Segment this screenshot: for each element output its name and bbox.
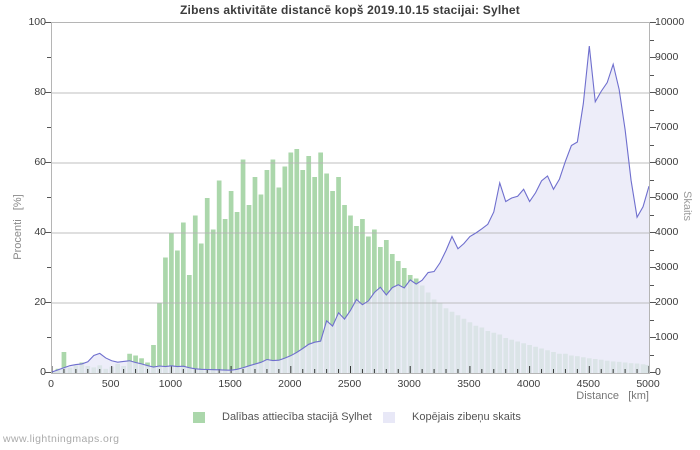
chart-title: Zibens aktivitāte distancē kopš 2019.10.…: [180, 3, 520, 17]
y-left-tick-label: 100: [28, 16, 46, 28]
axis-tick-mark: [650, 92, 656, 93]
y-left-tick-label: 20: [34, 296, 46, 308]
axis-tick-mark: [650, 179, 654, 181]
y-left-tick-label: 60: [34, 156, 46, 168]
legend-item-total-count: Kopējais zibeņu skaits: [383, 411, 521, 423]
axis-tick-mark: [650, 74, 654, 76]
watermark-credit: www.lightningmaps.org: [3, 433, 120, 445]
x-axis-title: Distance [km]: [576, 390, 649, 402]
legend: Dalības attiecība stacijā Sylhet Kopējai…: [0, 410, 700, 426]
y-right-tick-label: 4000: [655, 226, 679, 238]
x-tick-label: 1000: [158, 378, 183, 390]
y-right-tick-label: 1000: [655, 331, 679, 343]
axis-tick-mark: [45, 92, 51, 93]
axis-tick-mark: [45, 232, 51, 233]
axis-tick-mark: [650, 267, 656, 268]
lavender-area-swatch: [383, 411, 395, 423]
axis-tick-mark: [650, 109, 654, 111]
axis-tick-mark: [650, 249, 654, 251]
axis-tick-mark: [47, 197, 51, 198]
axis-tick-mark: [650, 57, 656, 58]
axis-tick-mark: [650, 232, 656, 233]
axis-tick-mark: [650, 22, 656, 23]
y-left-tick-label: 0: [40, 366, 46, 378]
axis-tick-mark: [650, 127, 656, 128]
y-right-tick-label: 10000: [655, 16, 685, 28]
y-right-tick-label: 0: [655, 366, 661, 378]
y-right-tick-label: 2000: [655, 296, 679, 308]
x-tick-label: 3500: [457, 378, 481, 390]
axis-tick-mark: [650, 302, 656, 303]
axis-tick-mark: [650, 144, 654, 146]
axis-tick-mark: [47, 267, 51, 268]
axis-tick-mark: [650, 354, 654, 356]
y-right-tick-label: 6000: [655, 156, 679, 168]
axis-tick-mark: [47, 337, 51, 338]
y-right-tick-label: 5000: [655, 191, 679, 203]
y-right-tick-label: 7000: [655, 121, 679, 133]
axis-tick-mark: [650, 284, 654, 286]
x-tick-label: 4000: [516, 378, 541, 390]
x-tick-label: 4500: [576, 378, 600, 390]
axis-tick-mark: [650, 372, 656, 373]
axis-tick-mark: [45, 162, 51, 163]
green-bar-swatch: [193, 411, 205, 423]
x-tick-label: 3000: [397, 378, 421, 390]
axis-tick-mark: [45, 302, 51, 303]
axis-tick-mark: [47, 57, 51, 58]
axis-tick-mark: [650, 337, 656, 338]
legend-label-total-count: Kopējais zibeņu skaits: [412, 411, 521, 423]
y-right-tick-label: 3000: [655, 261, 679, 273]
y-right-tick-label: 9000: [655, 51, 679, 63]
axis-tick-mark: [45, 22, 51, 23]
y-left-tick-label: 80: [34, 86, 46, 98]
x-tick-label: 0: [48, 378, 54, 390]
axis-tick-mark: [650, 197, 656, 198]
axis-tick-mark: [45, 372, 51, 373]
x-tick-label: 2500: [337, 378, 362, 390]
x-tick-label: 2000: [278, 378, 302, 390]
y-right-tick-label: 8000: [655, 86, 679, 98]
x-tick-label: 1500: [218, 378, 242, 390]
x-tick-label: 5000: [636, 378, 660, 390]
axis-tick-mark: [47, 127, 51, 128]
axis-tick-mark: [650, 162, 656, 163]
axis-tick-mark: [650, 319, 654, 321]
legend-item-station-ratio: Dalības attiecība stacijā Sylhet: [193, 411, 372, 423]
y-left-tick-label: 40: [34, 226, 46, 238]
x-tick-label: 500: [101, 378, 120, 390]
legend-label-station-ratio: Dalības attiecība stacijā Sylhet: [222, 411, 372, 423]
chart-canvas: [52, 46, 649, 373]
plot-area: [51, 22, 650, 374]
axis-tick-mark: [650, 214, 654, 216]
axis-tick-mark: [650, 39, 654, 41]
